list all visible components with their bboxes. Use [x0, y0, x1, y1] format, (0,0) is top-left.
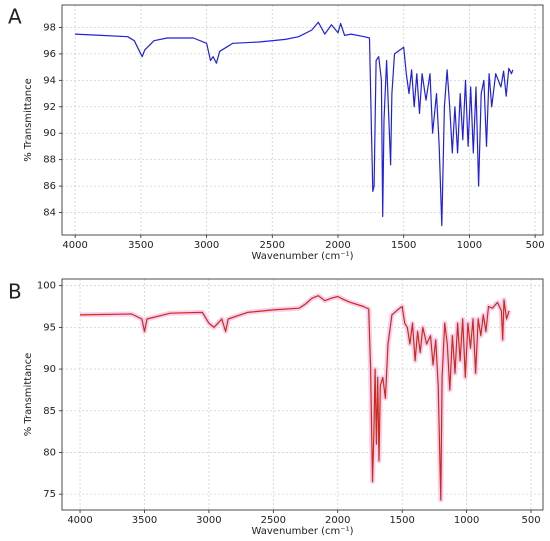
y-tick-label: 95	[43, 322, 56, 333]
spectrum-line	[79, 295, 510, 501]
x-axis-label: Wavenumber (cm⁻¹)	[252, 251, 354, 262]
plot-frame	[61, 4, 544, 236]
x-tick-label: 500	[521, 515, 540, 526]
x-tick-label: 3500	[132, 515, 157, 526]
y-tick-label: 88	[43, 155, 56, 166]
x-tick-label: 1000	[454, 515, 479, 526]
x-tick-label: 3500	[128, 240, 153, 251]
y-axis-label: % Transmittance	[23, 353, 34, 437]
x-tick-label: 1500	[391, 240, 416, 251]
panel-label: B	[8, 280, 22, 304]
y-tick-label: 100	[37, 281, 56, 292]
y-tick-label: 86	[43, 181, 56, 192]
y-tick-label: 96	[43, 49, 56, 60]
y-tick-label: 90	[43, 128, 56, 139]
x-tick-label: 2000	[325, 240, 350, 251]
y-tick-label: 80	[43, 447, 56, 458]
x-tick-label: 3000	[194, 240, 219, 251]
y-tick-label: 92	[43, 102, 56, 113]
y-tick-label: 94	[43, 75, 56, 86]
y-tick-label: 84	[43, 208, 56, 219]
x-axis-label: Wavenumber (cm⁻¹)	[252, 526, 354, 537]
x-tick-label: 2500	[261, 515, 286, 526]
x-tick-label: 500	[526, 240, 545, 251]
x-tick-label: 4000	[62, 240, 87, 251]
x-tick-label: 2500	[260, 240, 285, 251]
y-tick-label: 75	[43, 489, 56, 500]
y-tick-label: 90	[43, 364, 56, 375]
panel-label: A	[8, 5, 22, 29]
plot-frame	[61, 278, 544, 511]
x-tick-label: 1500	[389, 515, 414, 526]
spectrum-line	[75, 21, 514, 227]
x-tick-label: 4000	[67, 515, 92, 526]
y-tick-label: 85	[43, 406, 56, 417]
x-tick-label: 2000	[325, 515, 350, 526]
x-tick-label: 1000	[457, 240, 482, 251]
x-tick-label: 3000	[196, 515, 221, 526]
y-tick-label: 98	[43, 22, 56, 33]
y-axis-label: % Transmittance	[23, 78, 34, 162]
